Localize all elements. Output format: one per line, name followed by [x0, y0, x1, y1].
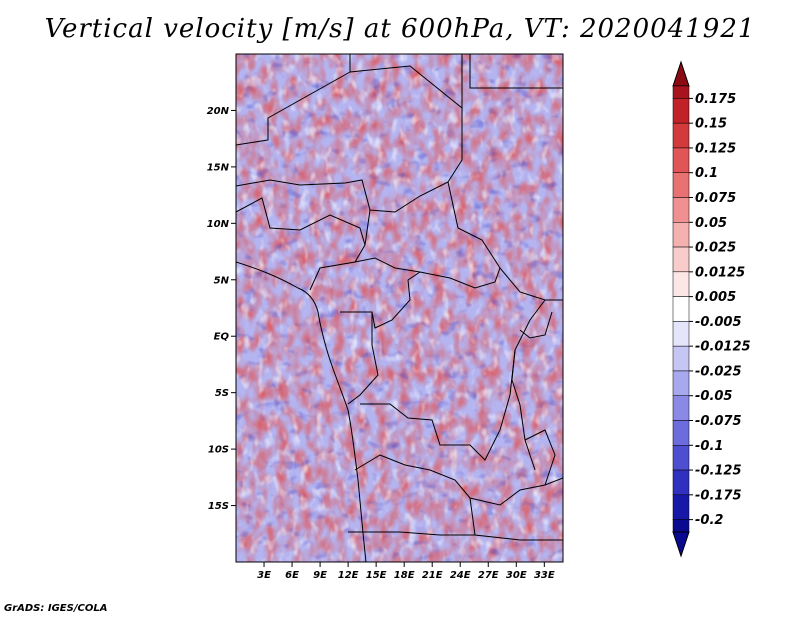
colorbar-label: -0.05: [695, 389, 732, 404]
colorbar-segment: [672, 519, 690, 533]
colorbar-segment: [672, 494, 690, 520]
colorbar-segment: [672, 469, 690, 496]
colorbar-label: -0.1: [695, 439, 723, 454]
colorbar-label: 0.075: [695, 191, 736, 206]
colorbar-segment: [672, 395, 690, 421]
lon-tick-label: 12E: [338, 570, 359, 581]
lat-tick-label: EQ: [214, 332, 230, 343]
colorbar-segment: [672, 445, 690, 471]
country-borders: [236, 54, 563, 562]
lon-tick-label: 18E: [394, 570, 415, 581]
lon-tick-label: 27E: [478, 570, 499, 581]
page-title: Vertical velocity [m/s] at 600hPa, VT: 2…: [44, 14, 756, 44]
latitude-axis: 20N 15N 10N 5N EQ 5S 10S 15S: [207, 106, 236, 512]
colorbar-label: -0.025: [695, 364, 742, 379]
colorbar-label: 0.175: [695, 92, 736, 107]
colorbar-segment: [672, 197, 690, 223]
colorbar-segment: [672, 321, 690, 347]
lon-tick-label: 24E: [450, 570, 471, 581]
colorbar-label: -0.005: [695, 315, 742, 330]
lon-tick-label: 21E: [422, 570, 443, 581]
lon-tick-label: 9E: [313, 570, 327, 581]
lat-tick-label: 20N: [207, 106, 230, 117]
map-frame: [235, 53, 564, 563]
colorbar-label: -0.2: [695, 513, 723, 528]
colorbar-segment: [672, 147, 690, 173]
colorbar-segment: [672, 271, 690, 297]
colorbar-top-arrow: [672, 60, 690, 87]
lat-tick-label: 5S: [215, 388, 229, 399]
lon-tick-label: 15E: [366, 570, 387, 581]
lat-tick-label: 5N: [214, 275, 230, 286]
lat-tick-label: 10N: [207, 219, 230, 230]
colorbar-label: 0.1: [695, 166, 718, 181]
colorbar-label: 0.025: [695, 241, 736, 256]
colorbar-label: -0.0125: [695, 340, 751, 355]
colorbar-segment: [672, 246, 690, 273]
colorbar-segment: [672, 296, 690, 322]
lon-tick-label: 6E: [285, 570, 299, 581]
credit-label: GrADS: IGES/COLA: [4, 603, 108, 614]
lat-tick-label: 15S: [208, 501, 229, 512]
lon-tick-label: 3E: [257, 570, 271, 581]
velocity-field: [236, 54, 563, 562]
colorbar-segment: [672, 345, 690, 372]
colorbar-segment: [672, 172, 690, 198]
lat-tick-label: 10S: [208, 445, 229, 456]
colorbar-label: 0.0125: [695, 265, 745, 280]
lon-tick-label: 30E: [506, 570, 527, 581]
colorbar-label: -0.075: [695, 414, 742, 429]
lat-tick-label: 15N: [207, 162, 230, 173]
colorbar-label: 0.125: [695, 141, 736, 156]
colorbar-segment: [672, 222, 690, 248]
colorbar: 0.175 0.15 0.125 0.1 0.075 0.05 0.025 0.0125 0.0…: [672, 60, 751, 558]
colorbar-label: 0.05: [695, 216, 727, 231]
colorbar-bottom-arrow: [672, 531, 690, 558]
colorbar-segment: [672, 122, 690, 149]
longitude-axis: 3E 6E 9E 12E 15E 18E 21E 24E 27E 30E 33E: [257, 562, 555, 581]
colorbar-label: -0.125: [695, 464, 742, 479]
colorbar-label: -0.175: [695, 488, 742, 503]
colorbar-label: 0.15: [695, 117, 727, 132]
colorbar-segment: [672, 85, 690, 99]
colorbar-segment: [672, 420, 690, 446]
lon-tick-label: 33E: [534, 570, 555, 581]
colorbar-segment: [672, 370, 690, 396]
colorbar-segment: [672, 98, 690, 124]
colorbar-label: 0.005: [695, 290, 736, 305]
